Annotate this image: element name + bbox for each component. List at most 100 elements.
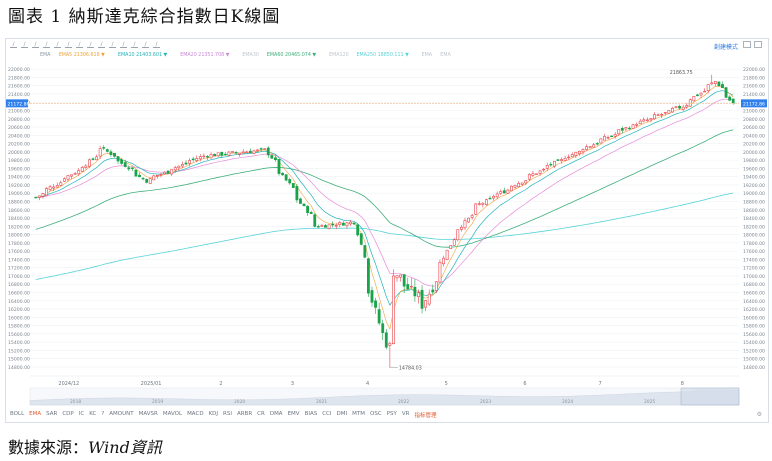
- candle-body: [377, 309, 381, 324]
- candle-body: [395, 275, 399, 279]
- candle-body: [73, 173, 77, 175]
- candle-body: [277, 159, 281, 174]
- candle-body: [248, 150, 252, 153]
- x-tick-label: 7: [598, 381, 601, 387]
- candle-body: [209, 154, 213, 159]
- channel-icon[interactable]: ∕: [43, 42, 50, 48]
- indicator-tab[interactable]: SAR: [46, 411, 58, 417]
- indicator-tab[interactable]: MAVSR: [138, 411, 158, 417]
- fib-icon[interactable]: ∕: [54, 42, 61, 48]
- grid-icon[interactable]: [754, 41, 762, 48]
- candle-body: [202, 155, 206, 158]
- candle-body: [141, 177, 145, 180]
- indicator-tab[interactable]: BOLL: [10, 411, 25, 417]
- indicator-tab[interactable]: CDP: [62, 411, 74, 417]
- candle-body: [613, 134, 617, 137]
- line-icon[interactable]: ∕: [21, 42, 28, 48]
- candle-body: [402, 274, 406, 287]
- x-tick-label: 2024/12: [58, 381, 79, 387]
- indicator-tab[interactable]: DMA: [269, 411, 283, 417]
- indicator-tab[interactable]: KC: [89, 411, 97, 417]
- candle-body: [374, 300, 377, 308]
- magnet-icon[interactable]: ∕: [98, 42, 105, 48]
- y-tick-label-right: 19600.00: [743, 166, 765, 172]
- indicator-tab[interactable]: ARBR: [236, 411, 253, 417]
- hand-icon[interactable]: ∕: [142, 42, 149, 48]
- candle-body: [66, 175, 70, 180]
- ema20-line: [35, 98, 734, 287]
- indicator-tab[interactable]: CCI: [322, 411, 332, 417]
- indicator-tab[interactable]: CR: [257, 411, 265, 417]
- settings-icon[interactable]: ⚙: [756, 411, 762, 418]
- candle-body: [524, 180, 528, 184]
- eraser-icon[interactable]: ∕: [87, 42, 94, 48]
- create-mode-button[interactable]: 創建模式: [713, 44, 738, 51]
- ema250-line: [35, 192, 734, 280]
- candle-body: [341, 222, 345, 226]
- candle-body: [649, 118, 653, 121]
- indicator-tab[interactable]: VR: [401, 411, 410, 417]
- candle-body: [560, 159, 563, 161]
- candle-body: [95, 156, 98, 161]
- y-tick-label-right: 18000.00: [743, 233, 765, 239]
- cursor-icon[interactable]: ∕: [10, 42, 17, 48]
- indicator-tab[interactable]: BIAS: [304, 411, 318, 417]
- y-tick-label-right: 15000.00: [743, 357, 765, 363]
- y-tick-label-right: 21400.00: [743, 92, 765, 98]
- legend-entry: EMA: [422, 52, 433, 58]
- camera-icon[interactable]: ∕: [153, 42, 160, 48]
- legend-entry: EMA60 20465.074 ▼: [267, 52, 317, 58]
- y-tick-label-right: 17600.00: [743, 249, 765, 255]
- candle-body: [145, 179, 149, 183]
- indicator-tab[interactable]: IC: [78, 411, 85, 417]
- undo-icon[interactable]: ∕: [120, 42, 127, 48]
- redo-icon[interactable]: ∕: [131, 42, 138, 48]
- indicator-tab[interactable]: EMV: [287, 411, 300, 417]
- indicator-tab[interactable]: OSC: [370, 411, 382, 417]
- candle-body: [88, 159, 91, 167]
- y-tick-label-left: 20400.00: [8, 133, 30, 139]
- y-tick-label-left: 16000.00: [8, 315, 30, 321]
- indicator-tab[interactable]: DMI: [336, 411, 348, 417]
- measure-icon[interactable]: ∕: [76, 42, 83, 48]
- y-tick-label-right: 16000.00: [743, 315, 765, 321]
- indicator-tab[interactable]: RSI: [223, 411, 232, 417]
- text-icon[interactable]: ∕: [65, 42, 72, 48]
- x-tick-label: 6: [523, 381, 526, 387]
- candle-body: [152, 175, 156, 181]
- ray-icon[interactable]: ∕: [32, 42, 39, 48]
- indicator-tab[interactable]: PSY: [386, 411, 397, 417]
- source-name: Wind資訊: [88, 438, 162, 457]
- candle-body: [531, 173, 535, 176]
- candle-body: [660, 113, 664, 116]
- candle-body: [474, 203, 478, 215]
- y-tick-label-right: 17000.00: [743, 274, 765, 280]
- y-tick-label-right: 16800.00: [743, 282, 765, 288]
- candle-body: [635, 124, 639, 126]
- y-tick-label-left: 17200.00: [8, 266, 30, 272]
- candle-body: [703, 90, 707, 93]
- indicator-tabs: BOLL EMA SAR CDP IC KC? AMOUNT MAVSR MAVOL MACD KD…: [10, 411, 436, 419]
- candle-body: [116, 156, 120, 162]
- navigator-area: [29, 389, 740, 406]
- candle-body: [671, 107, 674, 113]
- lock-icon[interactable]: ∕: [109, 42, 116, 48]
- candle-body: [506, 189, 510, 194]
- candle-body: [438, 261, 442, 283]
- indicator-tab[interactable]: ?: [101, 411, 105, 417]
- candlestick-chart[interactable]: 22000.00 22000.00 21800.00 21800.00 21600.00…: [6, 39, 768, 422]
- grid-icon[interactable]: [743, 41, 751, 48]
- y-tick-label-right: 19200.00: [743, 183, 765, 189]
- indicator-tab[interactable]: KDJ: [208, 411, 219, 417]
- indicator-tab[interactable]: MACD: [187, 411, 204, 417]
- indicator-tab[interactable]: 指标管理: [414, 413, 437, 419]
- y-tick-label-left: 18200.00: [8, 224, 30, 230]
- indicator-tab[interactable]: MTM: [352, 411, 365, 417]
- indicator-tab[interactable]: EMA: [29, 411, 42, 417]
- indicator-tab[interactable]: AMOUNT: [109, 411, 134, 417]
- legend-entry: EMA: [40, 52, 51, 58]
- candle-body: [538, 170, 542, 174]
- indicator-tab[interactable]: MAVOL: [162, 411, 183, 417]
- candle-body: [216, 152, 220, 157]
- candle-body: [241, 151, 245, 154]
